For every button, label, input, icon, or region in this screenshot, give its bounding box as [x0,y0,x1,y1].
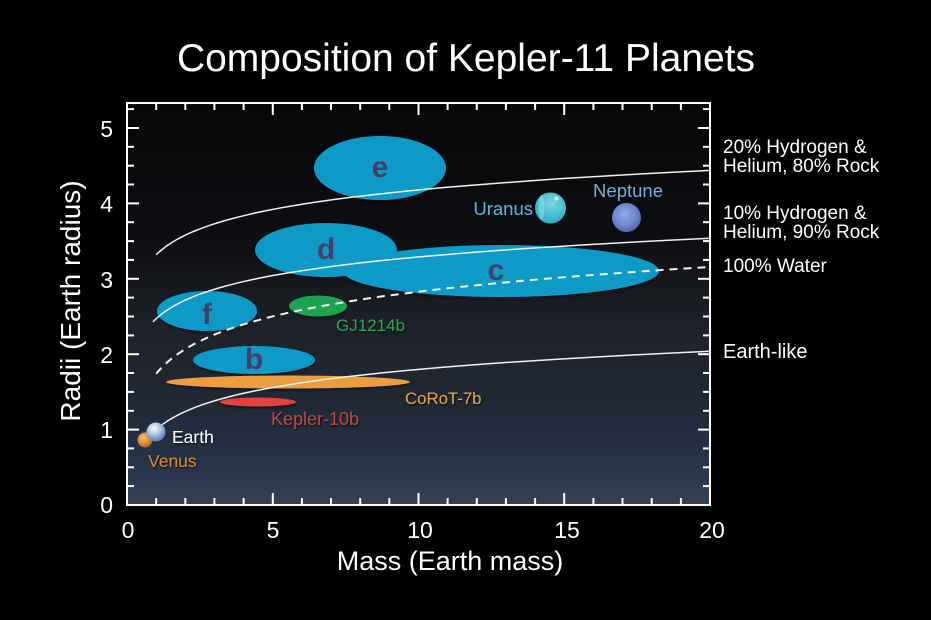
svg-text:Kepler-10b: Kepler-10b [271,409,359,429]
svg-text:f: f [202,298,213,331]
svg-text:Earth-like: Earth-like [723,341,807,363]
svg-text:Helium, 90% Rock: Helium, 90% Rock [723,222,880,243]
svg-text:5: 5 [100,116,113,142]
svg-text:Earth: Earth [172,427,214,447]
svg-text:10% Hydrogen &: 10% Hydrogen & [723,203,867,224]
svg-text:b: b [245,343,263,376]
svg-text:Helium, 80% Rock: Helium, 80% Rock [723,156,880,177]
svg-text:1: 1 [100,417,113,443]
svg-text:Neptune: Neptune [593,180,663,201]
svg-text:0: 0 [122,517,135,543]
svg-text:20% Hydrogen &: 20% Hydrogen & [723,137,867,158]
svg-text:Uranus: Uranus [473,198,533,219]
svg-text:15: 15 [554,517,580,543]
svg-text:Mass (Earth mass): Mass (Earth mass) [337,546,564,576]
svg-text:Radii (Earth radius): Radii (Earth radius) [55,180,86,421]
svg-text:Venus: Venus [148,451,197,471]
svg-text:10: 10 [407,517,433,543]
svg-text:100% Water: 100% Water [723,256,828,277]
svg-text:0: 0 [100,492,113,518]
svg-text:5: 5 [267,517,280,543]
svg-text:c: c [488,254,505,287]
svg-text:Composition of Kepler-11 Plane: Composition of Kepler-11 Planets [177,37,755,80]
svg-text:4: 4 [100,191,113,217]
svg-text:3: 3 [100,267,113,293]
svg-text:d: d [317,233,335,266]
svg-text:20: 20 [699,517,725,543]
svg-text:CoRoT-7b: CoRoT-7b [405,389,481,408]
svg-text:e: e [372,151,389,184]
svg-text:2: 2 [100,342,113,368]
svg-text:GJ1214b: GJ1214b [336,316,405,335]
